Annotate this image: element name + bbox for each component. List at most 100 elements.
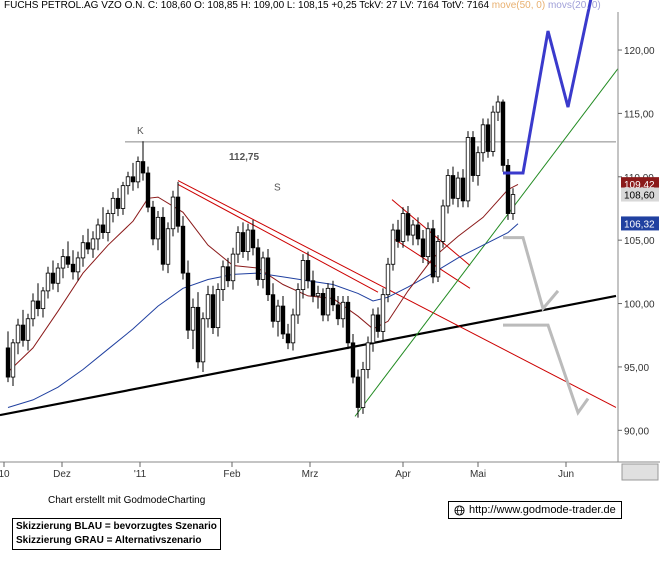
scroll-corner xyxy=(621,463,659,481)
globe-icon xyxy=(454,504,465,516)
candle-body xyxy=(90,238,96,250)
candle-body xyxy=(20,324,26,341)
candle-body xyxy=(460,177,466,202)
candle-body xyxy=(505,164,511,214)
candle-body xyxy=(55,267,61,284)
x-tick-label: Dez xyxy=(53,469,71,480)
candle-body xyxy=(130,176,136,183)
price-tag xyxy=(621,216,659,231)
candle-body xyxy=(290,314,296,344)
axes: 90,0095,00100,00105,00110,00115,00120,00… xyxy=(0,0,660,481)
candle-body xyxy=(190,306,196,331)
candle-body xyxy=(110,197,116,214)
trend-lines xyxy=(0,49,633,417)
candle-body xyxy=(270,294,276,322)
candle-body xyxy=(510,194,516,214)
candle-body xyxy=(425,228,431,258)
chart-credit: Chart erstellt mit GodmodeCharting xyxy=(48,495,206,506)
candle-body xyxy=(420,238,426,258)
candle-body xyxy=(480,124,486,154)
candle-body xyxy=(465,137,471,202)
candle-body xyxy=(15,324,21,344)
gray-scenario-sketch-1 xyxy=(503,236,560,312)
candle-body xyxy=(455,177,461,199)
candle-body xyxy=(375,314,381,332)
x-tick-label: Jun xyxy=(558,469,574,480)
candle-body xyxy=(220,266,226,291)
candle-body xyxy=(125,176,131,187)
candle-body xyxy=(345,301,351,344)
candle-body xyxy=(430,228,436,278)
candle-body xyxy=(435,241,441,278)
candle-body xyxy=(95,224,101,240)
candle-body xyxy=(390,229,396,265)
candle-body xyxy=(275,305,281,322)
candle-body xyxy=(235,232,241,255)
candle-body xyxy=(215,289,221,329)
candle-body xyxy=(265,257,271,296)
candle-body xyxy=(160,216,166,265)
candle-body xyxy=(210,294,216,329)
candle-body xyxy=(35,300,41,310)
candle-body xyxy=(230,253,236,282)
candle-body xyxy=(350,342,356,378)
candle-body xyxy=(450,175,456,199)
candle-body xyxy=(180,225,186,274)
candle-body xyxy=(325,287,331,316)
candle-body xyxy=(50,272,56,284)
y-tick-label: 90,00 xyxy=(624,426,649,437)
candle-body xyxy=(25,318,31,341)
candle-body xyxy=(470,137,476,176)
candle-body xyxy=(170,196,176,230)
candle-body xyxy=(365,342,371,370)
candle-body xyxy=(410,224,416,236)
candle-body xyxy=(380,294,386,332)
candle-body xyxy=(445,175,451,207)
candle-body xyxy=(240,232,246,252)
website-link[interactable]: http://www.godmode-trader.de xyxy=(448,501,622,519)
support-trendline xyxy=(0,294,617,417)
candle-body xyxy=(250,229,256,249)
y-tick-label: 105,00 xyxy=(624,236,655,247)
candle-body xyxy=(305,260,311,282)
x-tick-label: Mai xyxy=(470,469,486,480)
legend-gray: Skizzierung GRAU = Alternativszenario xyxy=(16,535,202,546)
symbol-name: FUCHS PETROL.AG VZO O.N. xyxy=(4,0,146,11)
candle-body xyxy=(330,287,336,306)
candle-body xyxy=(135,161,141,183)
y-tick-label: 115,00 xyxy=(624,109,654,120)
price-tag xyxy=(621,187,659,202)
red-channel-mid xyxy=(177,183,379,293)
candle-body xyxy=(165,228,171,265)
candle-body xyxy=(120,185,126,209)
support-label: S xyxy=(274,183,281,194)
candle-body xyxy=(335,304,341,320)
candle-body xyxy=(310,280,316,297)
x-tick-label: Apr xyxy=(395,469,411,480)
candle-body xyxy=(320,293,326,316)
y-tick-label: 100,00 xyxy=(624,300,655,311)
y-axis-panel xyxy=(618,0,660,462)
candle-body xyxy=(100,224,106,233)
blue-scenario-sketch xyxy=(503,0,593,175)
candle-body xyxy=(105,213,111,233)
chart-header: FUCHS PETROL.AG VZO O.N. C: 108,60 O: 10… xyxy=(4,0,601,12)
candle-body xyxy=(175,196,181,227)
ema50-line xyxy=(7,223,519,408)
candle-body xyxy=(145,172,151,208)
candle-body xyxy=(475,152,481,176)
candle-body xyxy=(340,301,346,320)
candle-body xyxy=(30,300,36,320)
candle-body xyxy=(40,290,46,310)
candle-body xyxy=(360,369,366,408)
red-channel-upper xyxy=(177,180,617,408)
candle-body xyxy=(195,306,201,363)
ma2-label: movs(20, 0) xyxy=(547,0,601,11)
price-tag-label: 106,32 xyxy=(624,219,655,230)
website-url: http://www.godmode-trader.de xyxy=(469,504,616,516)
candle-body xyxy=(355,376,361,408)
y-tick-label: 95,00 xyxy=(624,363,649,374)
quote-line: C: 108,60 O: 108,85 H: 109,00 L: 108,15 … xyxy=(147,0,490,11)
x-tick-label: Feb xyxy=(223,469,241,480)
